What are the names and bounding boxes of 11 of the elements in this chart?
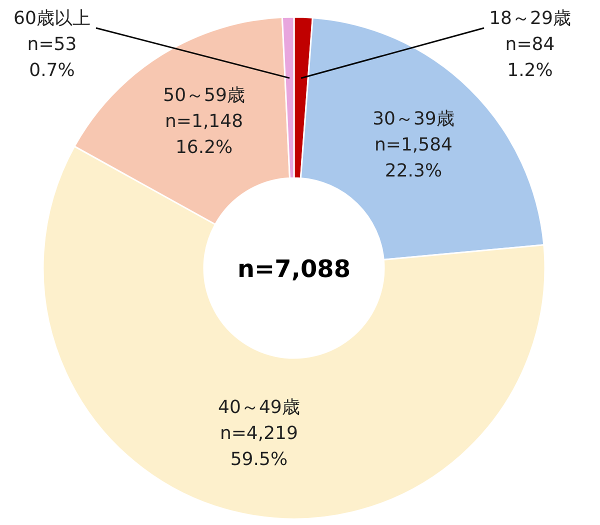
slice-label: 40～49歳 [218, 396, 300, 418]
data-label: n=53 0.7% [27, 34, 77, 81]
slice-label: 50～59歳 [163, 85, 245, 106]
slice-label: 18～29歳 [489, 8, 571, 29]
slice-label: 60歳以上 [14, 8, 90, 29]
data-label: n=4,219 59.5% [220, 422, 298, 470]
data-label: n=1,148 16.2% [165, 111, 244, 158]
data-label: n=84 1.2% [505, 34, 555, 81]
text: n=7,088 [237, 255, 351, 283]
data-label: n=1,584 22.3% [374, 134, 453, 182]
slice-label: 30～39歳 [372, 108, 454, 130]
